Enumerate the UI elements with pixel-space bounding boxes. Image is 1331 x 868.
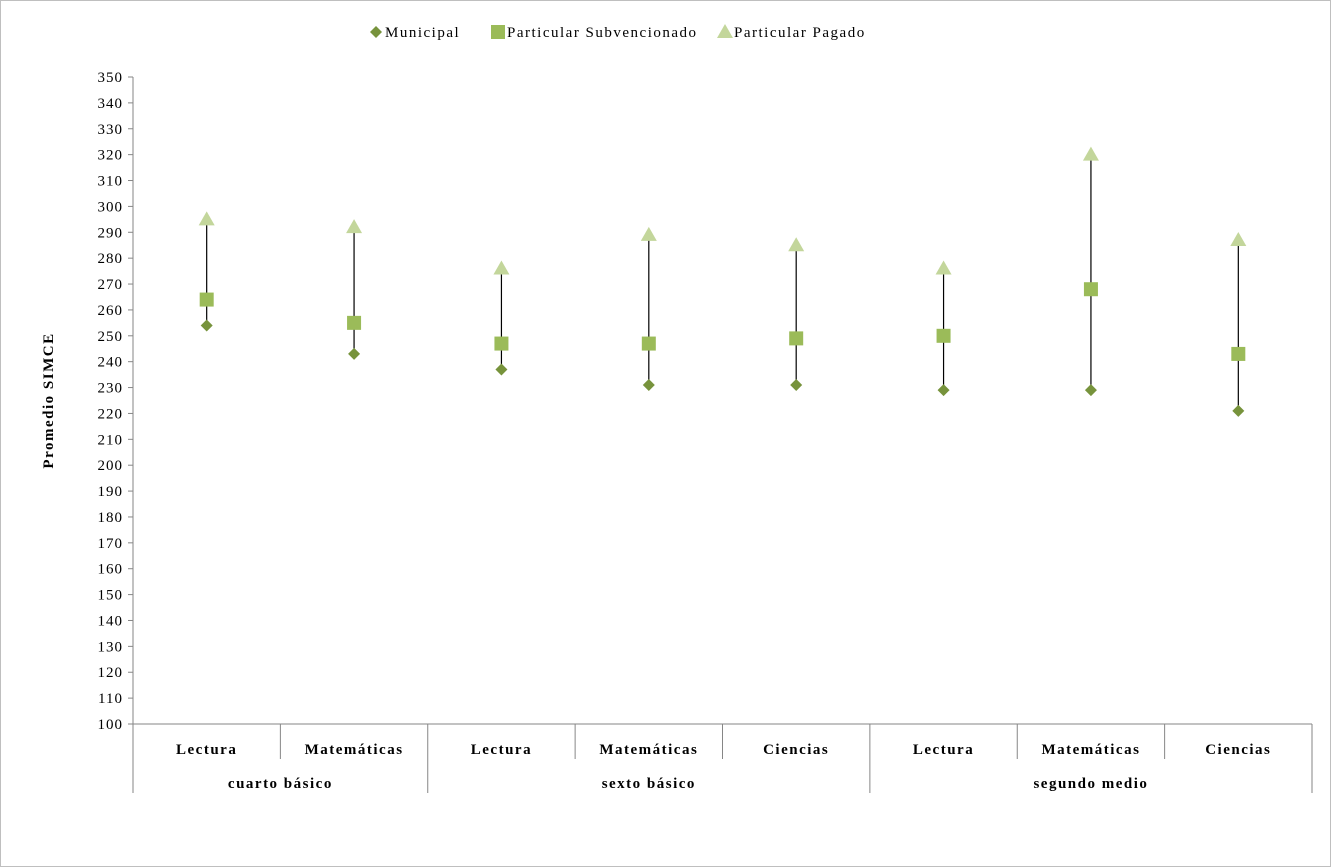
group-label: sexto básico — [602, 776, 696, 792]
y-tick-label: 170 — [98, 536, 124, 552]
y-axis-title: Promedio SIMCE — [41, 332, 57, 468]
y-tick-label: 140 — [98, 613, 124, 629]
legend-marker-particular-subvencionado — [491, 25, 505, 39]
y-tick-label: 200 — [98, 458, 124, 474]
y-tick-label: 150 — [98, 588, 124, 604]
legend-label-particular-subvencionado: Particular Subvencionado — [507, 25, 698, 41]
category-label: Matemáticas — [1041, 742, 1140, 758]
category-label: Lectura — [176, 742, 237, 758]
y-tick-label: 190 — [98, 484, 124, 500]
point-particular-subvencionado — [199, 292, 214, 307]
category-label: Ciencias — [1205, 742, 1271, 758]
range-lines-group — [206, 154, 1239, 411]
y-tick-label: 160 — [98, 562, 124, 578]
point-municipal — [1084, 384, 1097, 397]
y-tick-label: 100 — [98, 717, 124, 733]
point-particular-pagado — [935, 260, 952, 275]
y-tick-label: 230 — [98, 381, 124, 397]
point-particular-subvencionado — [789, 331, 804, 346]
point-particular-pagado — [788, 237, 805, 252]
y-tick-label: 120 — [98, 665, 124, 681]
y-tick-label: 130 — [98, 639, 124, 655]
y-tick-label: 220 — [98, 406, 124, 422]
point-particular-subvencionado — [1231, 346, 1246, 361]
point-municipal — [642, 378, 655, 391]
legend-label-particular-pagado: Particular Pagado — [734, 25, 866, 41]
point-municipal — [1232, 404, 1245, 417]
y-tick-label: 250 — [98, 329, 124, 345]
point-particular-subvencionado — [936, 328, 951, 343]
y-tick-label: 110 — [98, 691, 123, 707]
y-axis-title-group: Promedio SIMCE — [41, 332, 57, 468]
y-tick-label: 350 — [98, 70, 124, 86]
y-tick-label: 340 — [98, 96, 124, 112]
point-particular-pagado — [493, 260, 510, 275]
y-tick-label: 180 — [98, 510, 124, 526]
category-label: Matemáticas — [305, 742, 404, 758]
legend-marker-particular-pagado — [717, 24, 733, 38]
category-label: Lectura — [471, 742, 532, 758]
group-label: cuarto básico — [228, 776, 333, 792]
point-particular-subvencionado — [641, 336, 656, 351]
y-tick-label: 210 — [98, 432, 124, 448]
point-particular-pagado — [346, 219, 363, 234]
point-particular-pagado — [1082, 146, 1099, 161]
markers-group — [198, 146, 1247, 417]
point-particular-subvencionado — [494, 336, 509, 351]
point-municipal — [348, 347, 361, 360]
point-particular-pagado — [1230, 232, 1247, 247]
point-municipal — [495, 363, 508, 376]
point-particular-pagado — [640, 226, 657, 241]
point-municipal — [937, 384, 950, 397]
point-municipal — [200, 319, 213, 332]
y-tick-label: 300 — [98, 199, 124, 215]
category-label: Lectura — [913, 742, 974, 758]
point-municipal — [790, 378, 803, 391]
y-tick-label: 330 — [98, 122, 124, 138]
category-label: Ciencias — [763, 742, 829, 758]
y-tick-label: 280 — [98, 251, 124, 267]
y-tick-label: 290 — [98, 225, 124, 241]
axes-group: 100 110 120 130 140 150 160 170 180 190 200 210 220 2… — [98, 70, 1313, 793]
legend-marker-municipal — [370, 26, 382, 38]
point-particular-pagado — [198, 211, 215, 226]
point-particular-subvencionado — [1083, 282, 1098, 297]
legend-label-municipal: Municipal — [385, 25, 460, 41]
group-label: segundo medio — [1033, 776, 1148, 792]
legend: Municipal Particular Subvencionado Particu… — [370, 24, 866, 41]
y-tick-label: 310 — [98, 174, 124, 190]
category-label: Matemáticas — [599, 742, 698, 758]
y-tick-label: 260 — [98, 303, 124, 319]
y-tick-label: 270 — [98, 277, 124, 293]
y-tick-label: 240 — [98, 355, 124, 371]
y-tick-label: 320 — [98, 148, 124, 164]
point-particular-subvencionado — [347, 315, 362, 330]
